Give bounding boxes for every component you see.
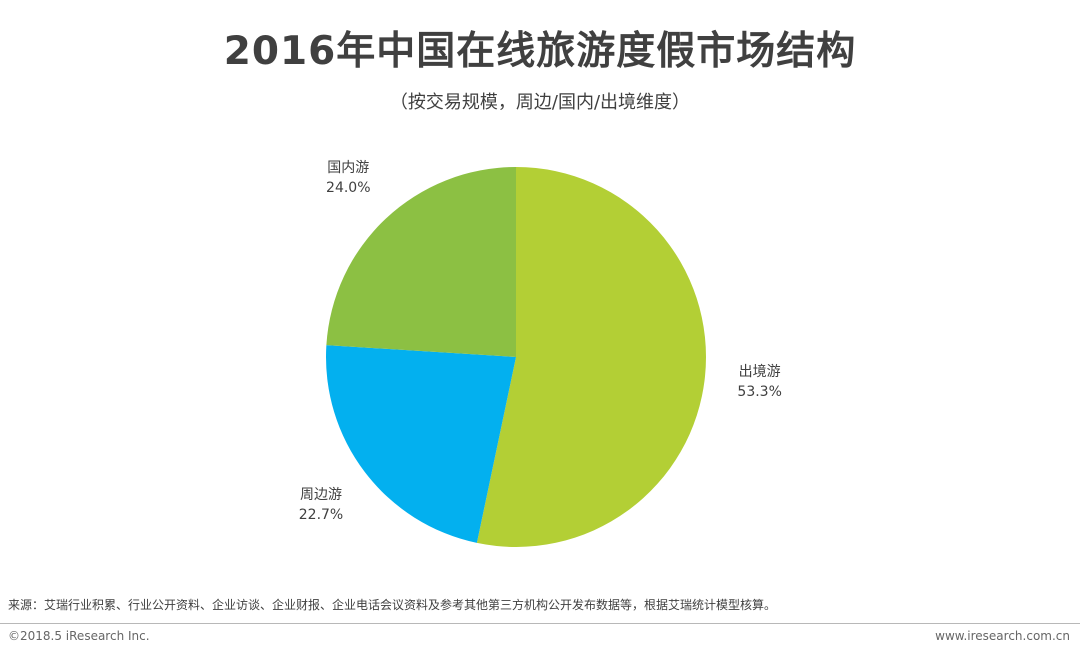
- chart-title: 2016年中国在线旅游度假市场结构: [223, 29, 857, 74]
- chart-subtitle: （按交易规模，周边/国内/出境维度）: [389, 92, 691, 113]
- pie-label-name: 周边游: [300, 487, 342, 504]
- pie-label-1: 周边游 22.7%: [276, 485, 366, 525]
- pie-chart: [326, 166, 707, 548]
- pie-slice-2: [326, 166, 516, 357]
- pie-label-2: 国内游 24.0%: [303, 158, 393, 198]
- footer-divider: [0, 623, 1080, 624]
- website-link[interactable]: www.iresearch.com.cn: [935, 629, 1070, 643]
- source-note: 来源：艾瑞行业积累、行业公开资料、企业访谈、企业财报、企业电话会议资料及参考其他…: [8, 598, 777, 612]
- pie-label-name: 国内游: [327, 160, 370, 177]
- pie-label-value: 24.0%: [326, 180, 371, 197]
- pie-slice-0: [476, 167, 707, 548]
- pie-label-0: 出境游 53.3%: [715, 362, 805, 402]
- pie-slice-1: [326, 345, 516, 543]
- pie-label-value: 53.3%: [737, 384, 782, 401]
- copyright-text: ©2018.5 iResearch Inc.: [8, 629, 150, 643]
- pie-label-name: 出境游: [738, 364, 781, 381]
- pie-label-value: 22.7%: [298, 507, 344, 524]
